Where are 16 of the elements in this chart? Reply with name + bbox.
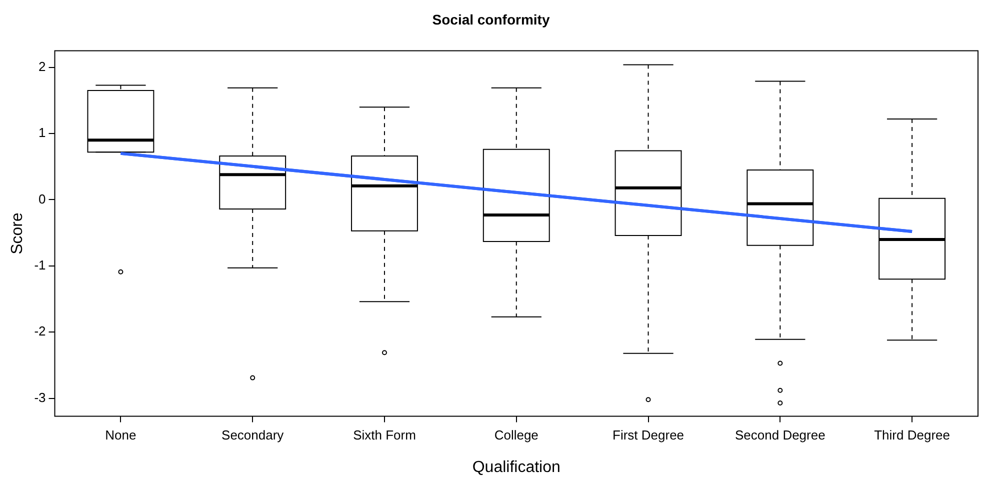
y-tick-label: -1 (34, 258, 46, 273)
y-axis-title: Score (9, 212, 26, 254)
x-tick-label: First Degree (612, 428, 684, 443)
x-axis-title: Qualification (472, 458, 560, 476)
y-tick-label: 1 (38, 125, 46, 140)
y-tick-label: 0 (38, 191, 46, 206)
y-tick-label: -2 (34, 324, 46, 339)
x-tick-label: Secondary (222, 428, 284, 443)
y-tick-label: -3 (34, 390, 46, 405)
x-tick-label: Third Degree (874, 428, 950, 443)
y-tick-label: 2 (38, 58, 46, 74)
x-tick-label: None (105, 428, 136, 443)
x-tick-label: College (494, 428, 538, 443)
x-tick-label: Sixth Form (353, 428, 416, 443)
x-tick-label: Second Degree (734, 428, 826, 443)
chart-title: Social conformity (432, 11, 550, 28)
